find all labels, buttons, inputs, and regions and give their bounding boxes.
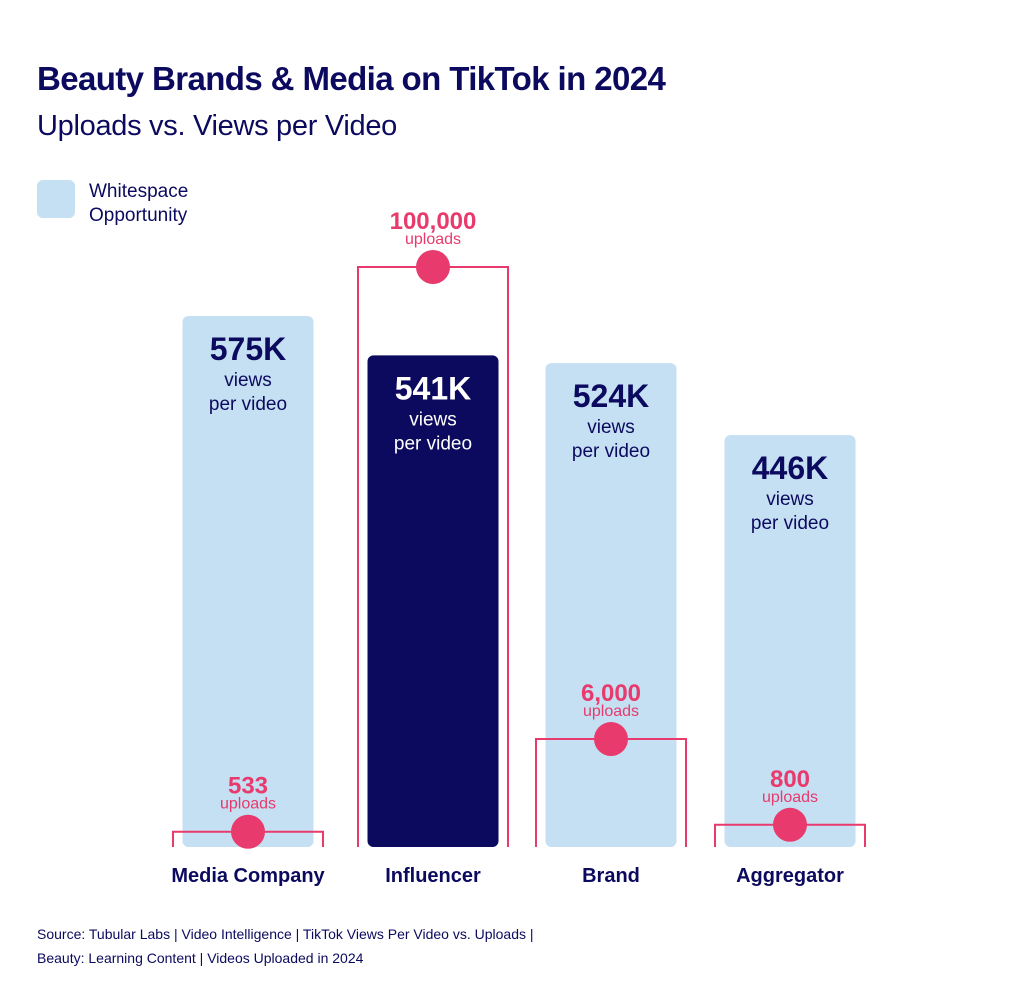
category-label-influencer: Influencer bbox=[385, 865, 481, 887]
views-bar-media-company bbox=[182, 316, 314, 847]
uploads-unit-label: uploads bbox=[220, 796, 276, 813]
views-unit-label: views bbox=[587, 417, 635, 438]
views-unit-label: per video bbox=[209, 394, 287, 415]
views-value-label: 575K bbox=[210, 331, 287, 367]
legend: Whitespace Opportunity bbox=[37, 180, 229, 228]
views-unit-label: views bbox=[224, 370, 272, 391]
source-line-2: Beauty: Learning Content | Videos Upload… bbox=[37, 950, 364, 966]
chart-title: Beauty Brands & Media on TikTok in 2024 bbox=[37, 60, 666, 97]
views-value-label: 446K bbox=[752, 450, 829, 486]
category-label-media-company: Media Company bbox=[171, 865, 325, 887]
views-value-label: 541K bbox=[395, 370, 472, 406]
category-label-brand: Brand bbox=[582, 865, 640, 887]
uploads-unit-label: uploads bbox=[405, 231, 461, 248]
uploads-unit-label: uploads bbox=[762, 789, 818, 806]
views-bar-aggregator bbox=[724, 435, 856, 847]
source-note: Source: Tubular Labs | Video Intelligenc… bbox=[37, 922, 637, 970]
uploads-value-label: 100,000 bbox=[390, 208, 477, 235]
legend-label: Whitespace Opportunity bbox=[89, 181, 189, 226]
views-unit-label: per video bbox=[751, 513, 829, 534]
views-unit-label: per video bbox=[394, 433, 472, 454]
views-unit-label: per video bbox=[572, 441, 650, 462]
uploads-marker-media-company bbox=[231, 814, 265, 849]
views-value-label: 524K bbox=[573, 378, 650, 414]
chart-subtitle: Uploads vs. Views per Video bbox=[37, 110, 397, 142]
uploads-marker-aggregator bbox=[773, 807, 807, 842]
uploads-marker-brand bbox=[594, 722, 628, 757]
legend-swatch bbox=[37, 180, 75, 218]
uploads-value-label: 800 bbox=[770, 766, 810, 793]
views-bar-brand bbox=[545, 363, 677, 847]
uploads-value-label: 6,000 bbox=[581, 680, 641, 707]
views-unit-label: views bbox=[766, 489, 814, 510]
source-line-1: Source: Tubular Labs | Video Intelligenc… bbox=[37, 926, 534, 942]
views-bar-influencer bbox=[367, 355, 499, 847]
uploads-value-label: 533 bbox=[228, 773, 268, 800]
views-unit-label: views bbox=[409, 409, 457, 430]
uploads-marker-influencer bbox=[416, 250, 450, 284]
uploads-unit-label: uploads bbox=[583, 703, 639, 720]
category-label-aggregator: Aggregator bbox=[736, 865, 844, 887]
